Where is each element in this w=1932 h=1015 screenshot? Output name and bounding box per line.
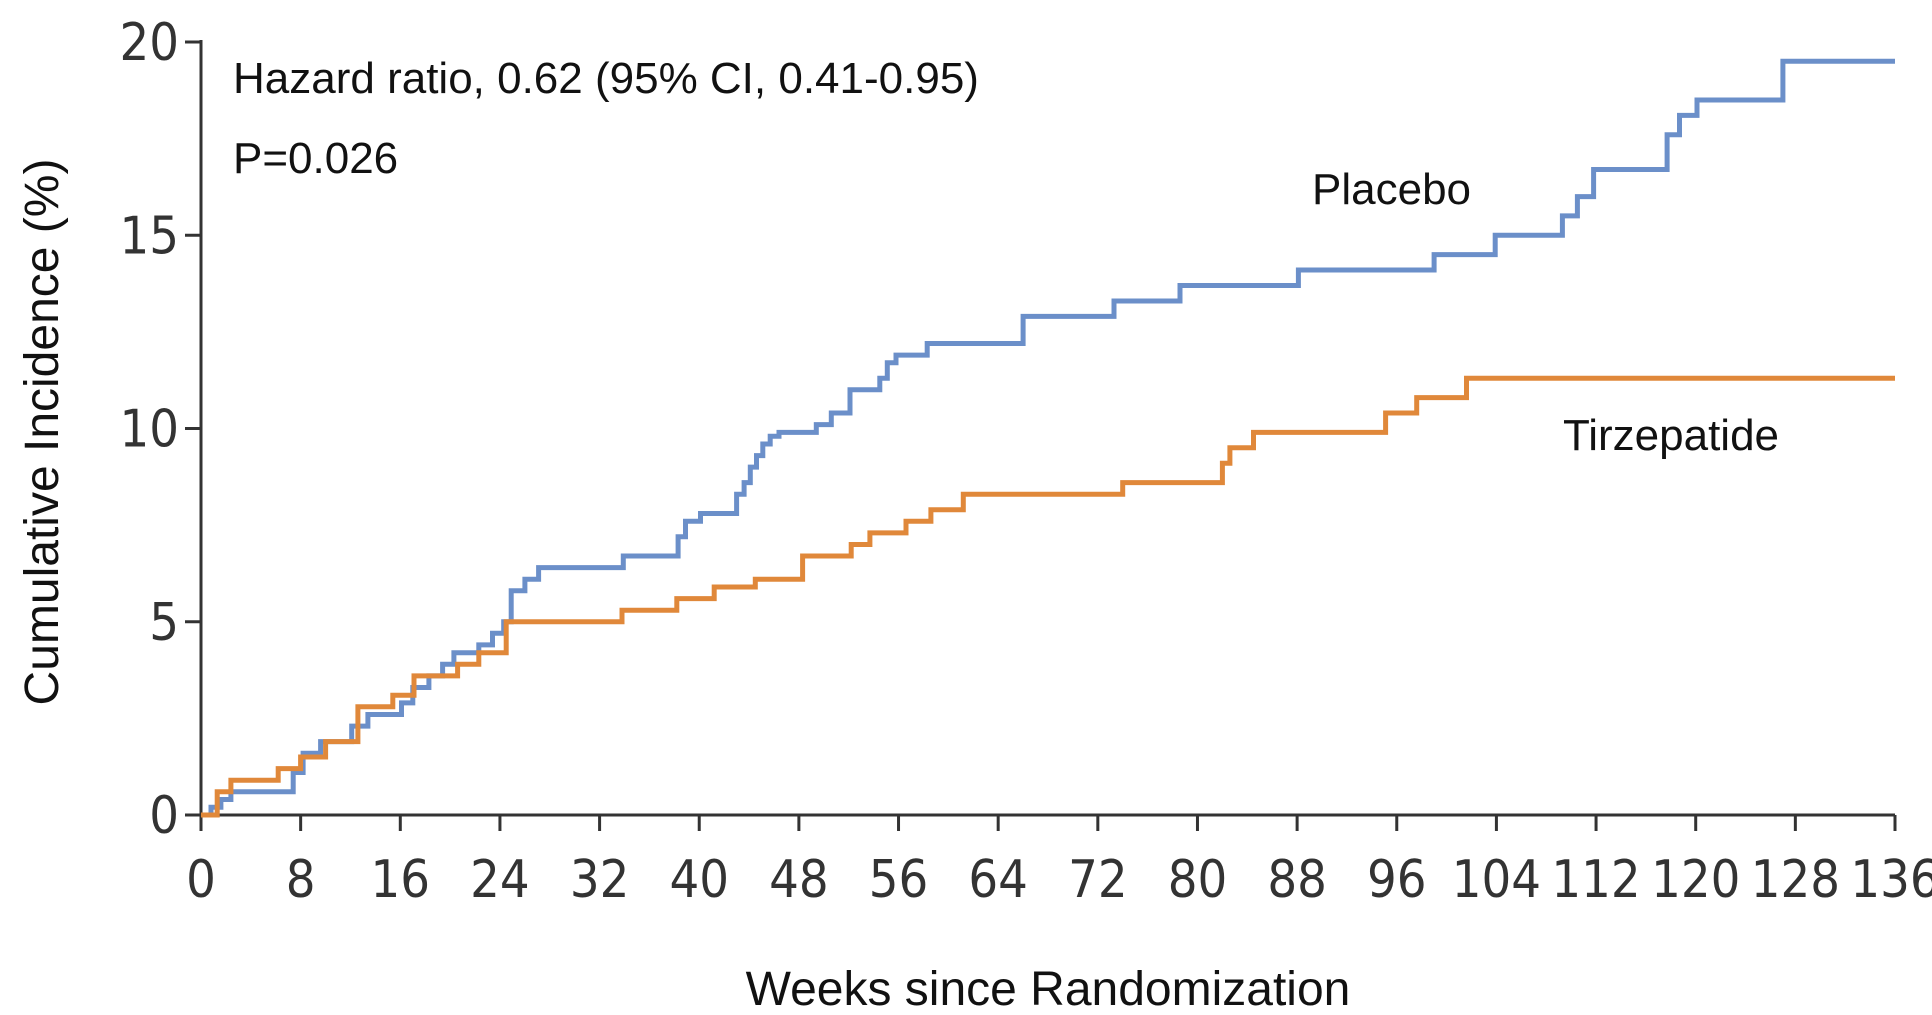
series-line-tirzepatide (201, 375, 1895, 818)
x-tick-label: 112 (1551, 850, 1640, 910)
x-tick-label: 72 (1068, 850, 1128, 910)
y-tick-label: 0 (149, 786, 179, 846)
y-axis-title: Cumulative Incidence (%) (16, 159, 69, 706)
y-tick-label: 20 (119, 13, 179, 73)
x-tick-label: 56 (869, 850, 929, 910)
x-tick-label: 120 (1651, 850, 1740, 910)
x-tick-label: 32 (570, 850, 630, 910)
hazard-ratio-annotation: Hazard ratio, 0.62 (95% CI, 0.41-0.95) (233, 54, 979, 103)
y-tick-label: 10 (119, 400, 179, 460)
x-tick-label: 96 (1367, 850, 1427, 910)
ticks: 0 8 16 24 32 40 48 56 64 72 80 88 96 104 112 120 128 136 0… (119, 13, 1932, 910)
series-line-placebo (201, 58, 1895, 818)
x-tick-label: 48 (769, 850, 829, 910)
x-tick-label: 88 (1267, 850, 1327, 910)
tirzepatide-label: Tirzepatide (1563, 411, 1779, 460)
x-tick-label: 8 (286, 850, 316, 910)
x-tick-label: 104 (1452, 850, 1541, 910)
x-tick-label: 40 (669, 850, 729, 910)
x-tick-label: 24 (470, 850, 530, 910)
x-tick-label: 136 (1850, 850, 1932, 910)
x-axis-title: Weeks since Randomization (746, 963, 1351, 1015)
x-tick-label: 0 (186, 850, 216, 910)
x-tick-label: 80 (1168, 850, 1228, 910)
placebo-label: Placebo (1312, 165, 1471, 214)
y-tick-label: 5 (149, 593, 179, 653)
x-tick-label: 16 (371, 850, 431, 910)
x-tick-label: 64 (968, 850, 1028, 910)
x-tick-label: 128 (1751, 850, 1840, 910)
plot-lines (201, 58, 1895, 818)
y-tick-label: 15 (119, 206, 179, 266)
p-value-annotation: P=0.026 (233, 134, 398, 183)
